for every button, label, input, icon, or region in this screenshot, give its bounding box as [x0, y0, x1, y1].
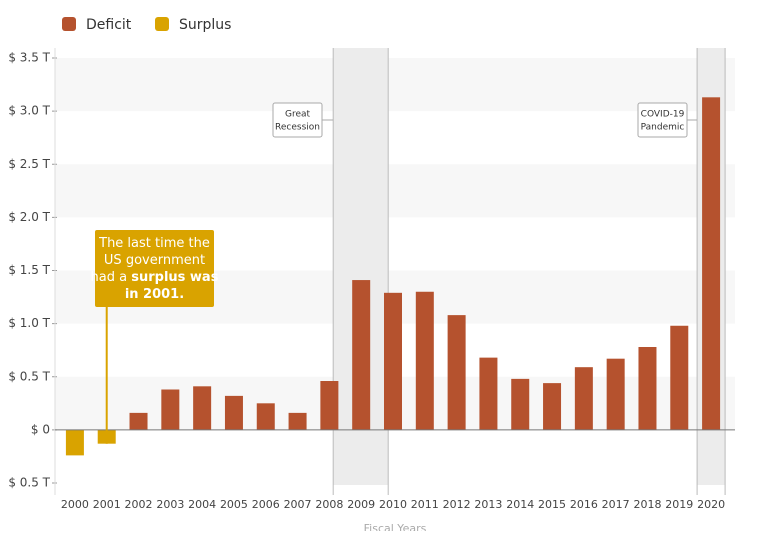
legend-label: Deficit [86, 17, 132, 33]
y-tick-label: $ 0.5 T [8, 476, 50, 490]
x-tick-label: 2006 [252, 498, 280, 511]
bar [384, 292, 402, 430]
bar [670, 325, 689, 430]
x-tick-label: 2001 [93, 498, 121, 511]
x-tick-label: 2020 [697, 498, 725, 511]
x-tick-label: 2015 [538, 498, 566, 511]
bar [638, 347, 657, 430]
callout-run: The last time the [98, 236, 210, 251]
callout-text: had a surplus was [91, 270, 219, 285]
y-tick-label: $ 2.5 T [8, 157, 50, 171]
bar [288, 412, 307, 430]
stripe [55, 58, 735, 112]
x-tick-label: 2002 [125, 498, 153, 511]
bar [606, 358, 625, 430]
legend-label: Surplus [179, 17, 231, 33]
bar [479, 357, 498, 430]
bar [224, 395, 243, 430]
bar [543, 383, 562, 430]
x-tick-label: 2013 [474, 498, 502, 511]
x-tick-label: 2012 [443, 498, 471, 511]
x-tick-label: 2004 [188, 498, 216, 511]
annotation-text: COVID-19 [641, 110, 685, 120]
bar [447, 315, 466, 430]
legend-swatch [155, 17, 169, 31]
annotation-text: Pandemic [641, 123, 685, 133]
x-tick-label: 2003 [156, 498, 184, 511]
x-tick-label: 2000 [61, 498, 89, 511]
annotation-text: Recession [275, 123, 320, 133]
legend-swatch [62, 17, 76, 31]
bar [193, 386, 212, 430]
x-tick-label: 2011 [411, 498, 439, 511]
y-tick-label: $ 2.0 T [8, 210, 50, 224]
bar [129, 412, 148, 430]
callout-run: surplus was [131, 270, 218, 285]
annotation-box [272, 102, 323, 138]
bar [415, 291, 434, 430]
x-tick-label: 2016 [570, 498, 598, 511]
callout-text: in 2001. [125, 287, 184, 302]
annotation-text: Great [285, 110, 311, 120]
callout-box [95, 230, 214, 307]
x-tick-label: 2010 [379, 498, 407, 511]
y-tick-label: $ 1.5 T [8, 263, 50, 277]
bar [161, 389, 180, 430]
x-tick-label: 2017 [602, 498, 630, 511]
callout-run: US government [104, 253, 205, 268]
stripe [55, 164, 735, 218]
callout-text: The last time the [98, 236, 210, 251]
callout-run: had a [91, 270, 132, 285]
callout-run: in 2001. [125, 287, 184, 302]
callout-text: US government [104, 253, 205, 268]
x-tick-label: 2008 [315, 498, 343, 511]
x-tick-label: 2005 [220, 498, 248, 511]
bar [352, 280, 371, 430]
x-axis-label: Fiscal Years [364, 522, 427, 531]
y-tick-label: $ 3.0 T [8, 104, 50, 118]
bar [256, 403, 275, 430]
annotation-box [637, 102, 688, 138]
x-tick-label: 2007 [284, 498, 312, 511]
x-tick-label: 2018 [633, 498, 661, 511]
y-tick-label: $ 1.0 T [8, 316, 50, 330]
y-tick-label: $ 0 [31, 422, 50, 436]
x-tick-label: 2009 [347, 498, 375, 511]
y-tick-label: $ 0.5 T [8, 369, 50, 383]
x-tick-label: 2019 [665, 498, 693, 511]
bar [65, 429, 84, 456]
x-tick-label: 2014 [506, 498, 534, 511]
y-tick-label: $ 3.5 T [8, 51, 50, 65]
bar [574, 367, 593, 430]
bar [511, 378, 530, 430]
bar [320, 381, 339, 430]
bar [702, 97, 721, 430]
